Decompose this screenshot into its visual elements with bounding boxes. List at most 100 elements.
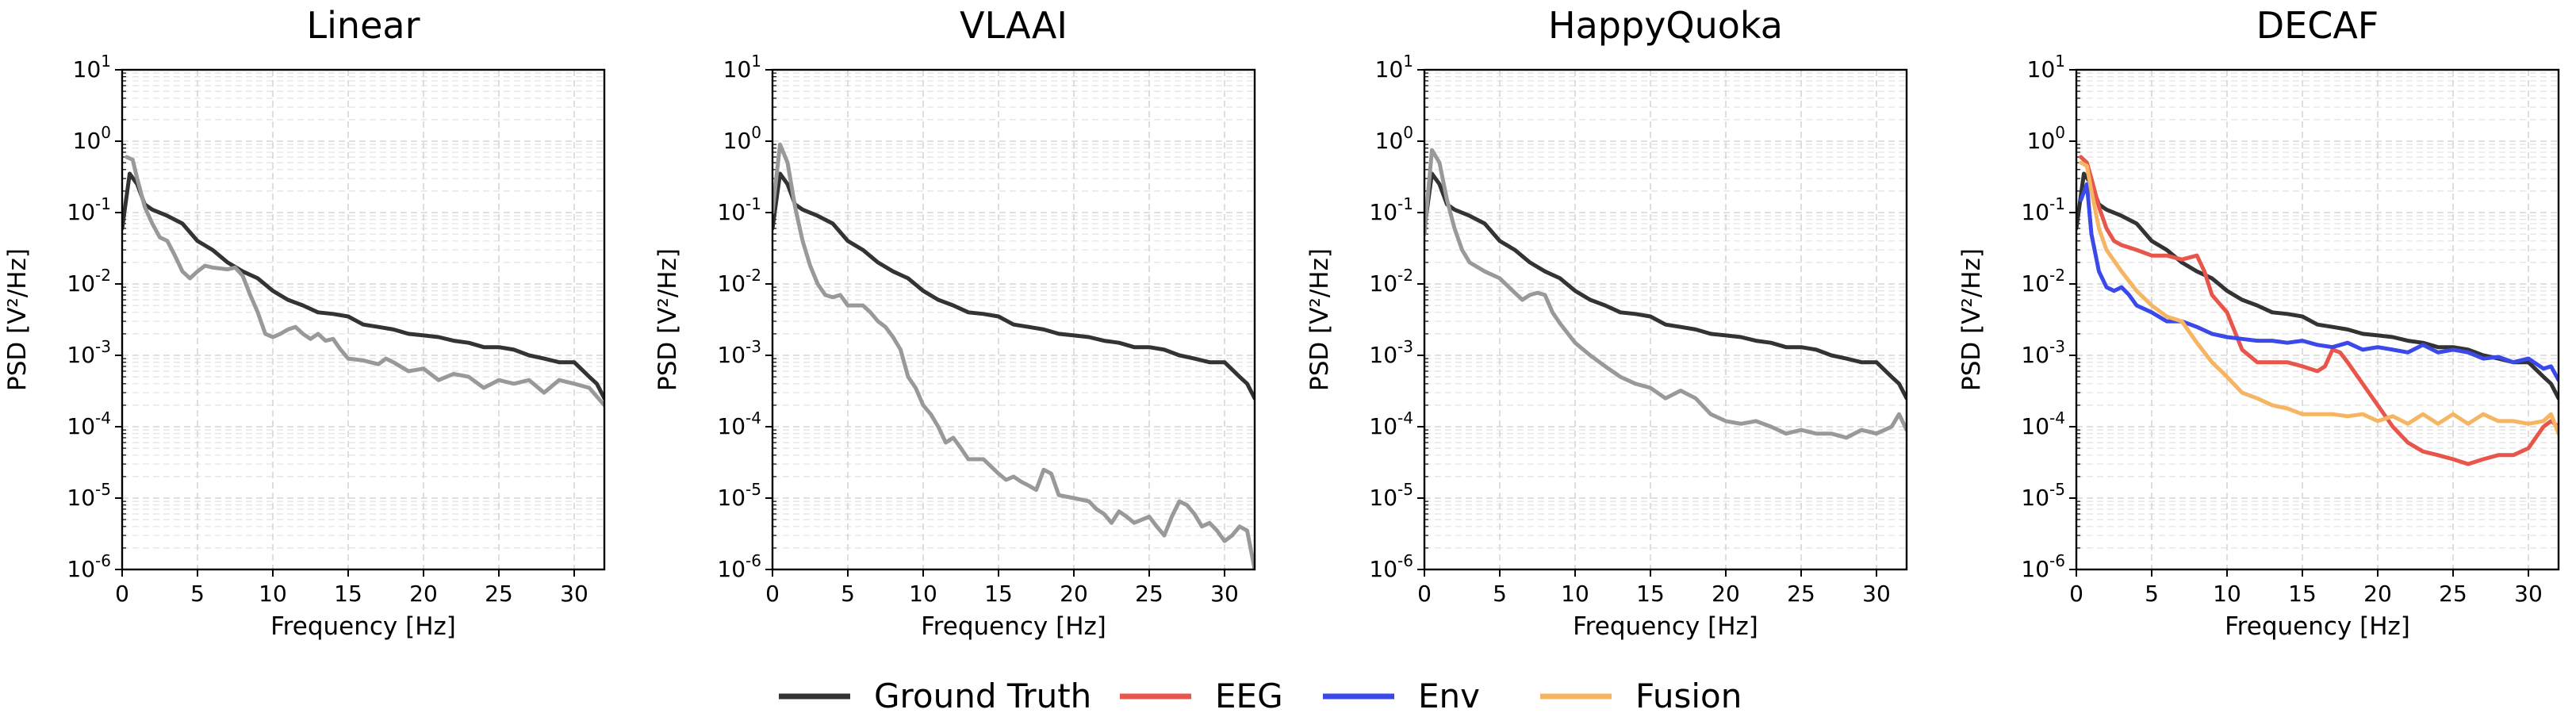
y-tick-base: 10: [2021, 485, 2049, 511]
y-tick-exponent: -4: [95, 408, 111, 428]
series-line-prediction: [1424, 148, 1907, 440]
y-tick-label: 10-5: [67, 480, 111, 511]
y-axis-label: PSD [V²/Hz]: [654, 248, 682, 391]
x-tick-label: 25: [1135, 581, 1163, 607]
y-tick-base: 10: [717, 556, 746, 582]
y-tick-exponent: -3: [1397, 337, 1413, 356]
y-tick-base: 10: [67, 342, 95, 368]
y-tick-base: 10: [67, 199, 95, 225]
y-tick-exponent: -4: [1397, 408, 1413, 428]
y-tick-exponent: 0: [1403, 123, 1413, 142]
y-tick-exponent: 1: [2055, 52, 2065, 71]
x-tick-label: 10: [1561, 581, 1589, 607]
y-tick-label: 10-3: [717, 337, 761, 368]
y-tick-label: 10-3: [67, 337, 111, 368]
y-tick-exponent: -1: [1397, 194, 1413, 213]
x-tick-label: 0: [2069, 581, 2083, 607]
y-tick-label: 100: [1375, 123, 1413, 154]
y-tick-base: 10: [67, 485, 95, 511]
series-line-fusion: [2079, 160, 2559, 436]
x-tick-label: 5: [1493, 581, 1507, 607]
legend: Ground Truth EEG Env Fusion: [779, 677, 1742, 715]
y-axis-label: PSD [V²/Hz]: [1305, 248, 1334, 391]
legend-label: Env: [1418, 677, 1480, 715]
y-tick-exponent: -2: [1397, 266, 1413, 285]
y-tick-base: 10: [1369, 270, 1397, 297]
y-tick-base: 10: [1369, 556, 1397, 582]
y-tick-base: 10: [2027, 56, 2056, 82]
x-tick-label: 10: [2213, 581, 2241, 607]
legend-item-eeg: EEG: [1120, 677, 1283, 715]
plot-frame: [121, 68, 606, 571]
y-tick-base: 10: [2021, 342, 2049, 368]
series-line-prediction: [772, 142, 1255, 569]
y-tick-exponent: -5: [746, 480, 761, 499]
y-tick-label: 10-5: [717, 480, 761, 511]
x-tick-label: 20: [409, 581, 438, 607]
y-tick-label: 10-3: [2021, 337, 2065, 368]
y-tick-exponent: -6: [746, 551, 761, 570]
y-tick-label: 10-4: [2021, 408, 2065, 439]
y-axis-label: PSD [V²/Hz]: [3, 248, 32, 391]
legend-item-fusion: Fusion: [1540, 677, 1742, 715]
y-tick-exponent: -5: [1397, 480, 1413, 499]
y-tick-base: 10: [67, 413, 95, 439]
y-tick-label: 10-3: [1369, 337, 1413, 368]
x-axis-label: Frequency [Hz]: [921, 612, 1106, 641]
x-tick-label: 25: [1787, 581, 1815, 607]
y-tick-base: 10: [2021, 556, 2049, 582]
x-tick-label: 15: [984, 581, 1013, 607]
y-tick-exponent: 1: [751, 52, 761, 71]
x-tick-label: 20: [1712, 581, 1740, 607]
x-axis-label: Frequency [Hz]: [2225, 612, 2410, 641]
y-tick-label: 101: [2027, 52, 2065, 82]
y-tick-exponent: -2: [2049, 266, 2065, 285]
series-line-ground-truth: [2076, 171, 2559, 401]
y-tick-label: 100: [2027, 123, 2065, 154]
y-tick-base: 10: [717, 199, 746, 225]
plot-frame: [1423, 68, 1908, 571]
y-tick-exponent: -3: [95, 337, 111, 356]
y-tick-base: 10: [2021, 270, 2049, 297]
y-tick-exponent: -1: [95, 194, 111, 213]
y-tick-label: 10-1: [717, 194, 761, 225]
series-line-eeg: [2079, 155, 2559, 466]
series-line-ground-truth: [772, 171, 1255, 401]
x-axis-label: Frequency [Hz]: [1573, 612, 1758, 641]
y-tick-exponent: -6: [95, 551, 111, 570]
y-tick-base: 10: [1369, 342, 1397, 368]
x-tick-label: 25: [2439, 581, 2467, 607]
y-tick-exponent: -6: [2049, 551, 2065, 570]
y-tick-base: 10: [2021, 199, 2049, 225]
x-tick-label: 5: [190, 581, 205, 607]
x-tick-label: 0: [115, 581, 129, 607]
panel-title: Linear: [307, 4, 420, 47]
x-tick-label: 10: [259, 581, 287, 607]
y-tick-base: 10: [1375, 56, 1404, 82]
plot-frame: [771, 68, 1256, 571]
x-tick-label: 25: [485, 581, 513, 607]
y-tick-label: 10-6: [717, 551, 761, 582]
x-tick-label: 20: [1060, 581, 1088, 607]
series-line-ground-truth: [122, 171, 604, 401]
x-tick-label: 5: [841, 581, 855, 607]
y-tick-label: 10-4: [1369, 408, 1413, 439]
y-tick-label: 10-1: [67, 194, 111, 225]
y-tick-label: 10-6: [2021, 551, 2065, 582]
y-tick-base: 10: [73, 128, 102, 154]
y-tick-label: 10-6: [67, 551, 111, 582]
y-tick-exponent: -3: [2049, 337, 2065, 356]
y-axis-label: PSD [V²/Hz]: [1957, 248, 1986, 391]
x-tick-label: 30: [1862, 581, 1891, 607]
y-tick-base: 10: [1369, 485, 1397, 511]
x-tick-label: 30: [1210, 581, 1239, 607]
legend-item-env: Env: [1323, 677, 1480, 715]
y-tick-base: 10: [717, 413, 746, 439]
y-tick-exponent: 0: [2055, 123, 2065, 142]
legend-item-ground-truth: Ground Truth: [779, 677, 1091, 715]
y-tick-base: 10: [67, 270, 95, 297]
